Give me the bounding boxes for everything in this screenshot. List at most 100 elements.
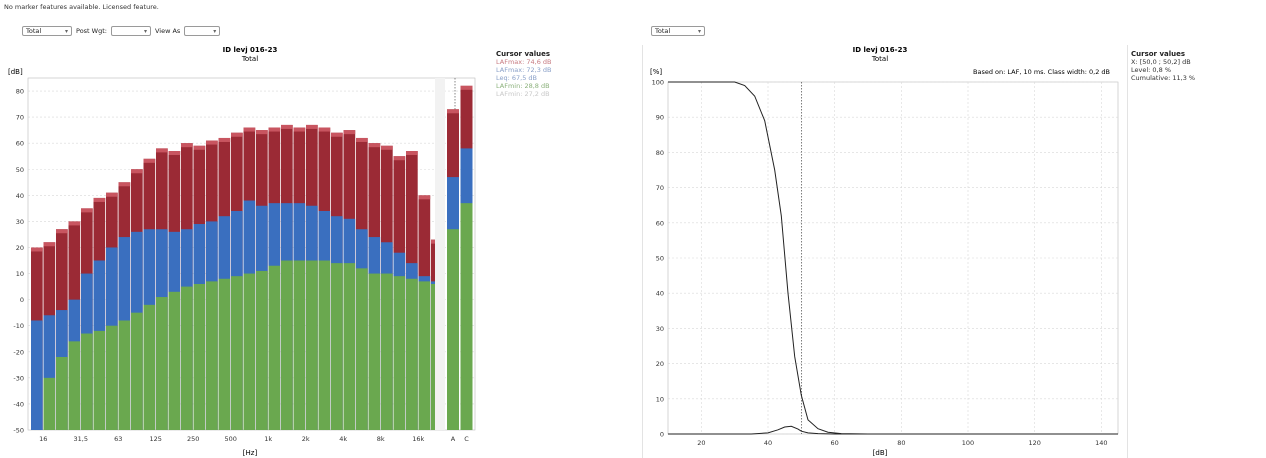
x-tick-label: A bbox=[451, 435, 456, 443]
bar-bottom bbox=[156, 297, 168, 430]
bar-top-cap bbox=[281, 124, 293, 129]
right-controls: Total ▾ bbox=[651, 25, 705, 37]
bar-top-cap bbox=[343, 130, 356, 135]
series-line bbox=[668, 425, 1118, 435]
bar-bottom bbox=[368, 273, 381, 430]
cursor-value-line: Leq: 67,5 dB bbox=[496, 74, 538, 82]
bar-bottom bbox=[81, 333, 93, 430]
chevron-down-icon: ▾ bbox=[143, 27, 147, 35]
chart-annotation: Based on: LAF, 10 ms. Class width: 0,2 d… bbox=[973, 68, 1110, 76]
bar-bottom bbox=[268, 265, 281, 430]
bar-top-cap bbox=[43, 242, 56, 247]
x-tick-label: 120 bbox=[1028, 439, 1040, 447]
cursor-value-line: LAFmin: 27,2 dB bbox=[496, 90, 550, 98]
y-tick-label: -20 bbox=[13, 348, 24, 356]
bar-top-cap bbox=[447, 109, 459, 114]
chevron-down-icon: ▾ bbox=[213, 27, 217, 35]
bar-top-cap bbox=[356, 137, 368, 142]
bar-top-cap bbox=[168, 151, 181, 156]
cursor-value-line: LAFmin: 28,8 dB bbox=[496, 82, 550, 90]
bar-top-cap bbox=[318, 127, 331, 132]
x-tick-label: 500 bbox=[225, 435, 237, 443]
bar-bottom bbox=[181, 286, 193, 430]
x-tick-label: 8k bbox=[377, 435, 385, 443]
chevron-down-icon: ▾ bbox=[64, 27, 68, 35]
y-tick-label: 10 bbox=[656, 395, 664, 403]
bar-top-cap bbox=[256, 130, 268, 135]
spectrum-chart: ID levj 016-23 Total [dB] [Hz] -50 -40 -30… bbox=[8, 46, 476, 457]
bar-bottom bbox=[243, 273, 256, 430]
y-tick-label: 70 bbox=[16, 114, 24, 122]
bar-top-cap bbox=[106, 192, 118, 197]
y-axis-label: [dB] bbox=[8, 68, 23, 76]
y-tick-label: 70 bbox=[656, 184, 664, 192]
bar-bottom bbox=[406, 278, 418, 430]
bar-bottom bbox=[318, 260, 331, 430]
x-tick-label: C bbox=[464, 435, 469, 443]
bar-top-cap bbox=[460, 85, 473, 90]
x-tick-label: 250 bbox=[187, 435, 199, 443]
total-select-value: Total bbox=[26, 27, 42, 35]
bar-top-cap bbox=[131, 169, 143, 174]
y-tick-label: -40 bbox=[13, 400, 24, 408]
y-tick-label: 20 bbox=[656, 360, 664, 368]
bar-bottom bbox=[306, 260, 318, 430]
bar-top-cap bbox=[206, 140, 218, 145]
chevron-down-icon: ▾ bbox=[697, 27, 701, 35]
bar-bottom bbox=[460, 203, 473, 430]
bar-bottom bbox=[206, 281, 218, 430]
bar-bottom bbox=[93, 330, 106, 430]
view-as-select[interactable]: ▾ bbox=[184, 26, 221, 36]
right-total-select-value: Total bbox=[655, 27, 671, 35]
cursor-value-line: LAFmax: 72,3 dB bbox=[496, 66, 552, 74]
bar-bottom bbox=[231, 276, 243, 430]
bar-bottom bbox=[56, 356, 68, 430]
bar-bottom bbox=[218, 278, 231, 430]
right-total-select[interactable]: Total ▾ bbox=[651, 26, 705, 36]
x-tick-label: 20 bbox=[697, 439, 705, 447]
bar-bottom bbox=[293, 260, 306, 430]
y-tick-label: 100 bbox=[652, 79, 664, 87]
bar-top-cap bbox=[193, 145, 206, 150]
bar-bottom bbox=[356, 268, 368, 430]
bar-top-cap bbox=[243, 127, 256, 132]
x-tick-label: 4k bbox=[339, 435, 347, 443]
bar-middle bbox=[31, 320, 43, 430]
bar-bottom bbox=[331, 263, 343, 430]
bar-middle bbox=[43, 315, 56, 430]
post-wgt-select[interactable]: ▾ bbox=[110, 26, 151, 36]
bar-bottom bbox=[381, 273, 393, 430]
y-tick-label: 50 bbox=[16, 166, 24, 174]
x-tick-label: 40 bbox=[764, 439, 772, 447]
bar-bottom bbox=[143, 304, 156, 430]
bar-top-cap bbox=[218, 137, 231, 142]
left-controls: Total ▾ Post Wgt: ▾ View As ▾ bbox=[22, 25, 221, 37]
chart-subtitle: Total bbox=[871, 55, 888, 63]
y-tick-label: -10 bbox=[13, 322, 24, 330]
y-tick-label: 90 bbox=[656, 114, 664, 122]
x-tick-label: 1k bbox=[264, 435, 272, 443]
y-tick-label: 0 bbox=[20, 296, 24, 304]
bar-bottom bbox=[393, 276, 406, 430]
total-select[interactable]: Total ▾ bbox=[22, 26, 72, 36]
y-tick-label: 60 bbox=[656, 219, 664, 227]
status-line: No marker features available. Licensed f… bbox=[4, 3, 159, 11]
band-separator bbox=[435, 78, 445, 430]
view-as-label: View As bbox=[154, 27, 181, 35]
cursor-value-line: LAFmax: 74,6 dB bbox=[496, 58, 552, 66]
bar-top-cap bbox=[368, 143, 381, 148]
bar-top-cap bbox=[293, 127, 306, 132]
y-tick-label: 0 bbox=[660, 431, 664, 439]
y-axis-label: [%] bbox=[650, 68, 662, 76]
bar-top-cap bbox=[268, 127, 281, 132]
bar-top-cap bbox=[156, 148, 168, 153]
y-tick-label: 40 bbox=[16, 192, 24, 200]
cursor-values-title: Cursor values bbox=[496, 50, 551, 58]
bar-top-cap bbox=[31, 247, 43, 252]
divider bbox=[1127, 45, 1128, 458]
bar-top-cap bbox=[381, 145, 393, 150]
bar-bottom bbox=[131, 312, 143, 430]
y-tick-label: 30 bbox=[16, 218, 24, 226]
y-tick-label: 80 bbox=[656, 149, 664, 157]
y-tick-label: -30 bbox=[13, 374, 24, 382]
